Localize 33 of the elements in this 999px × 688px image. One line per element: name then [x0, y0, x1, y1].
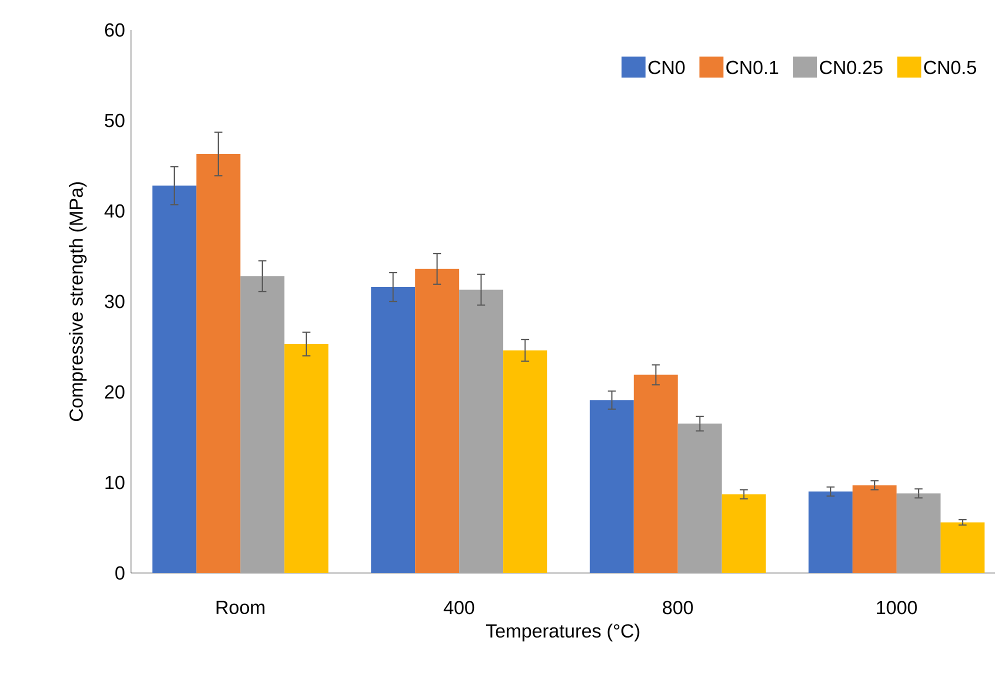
y-tick-label: 40 [104, 204, 124, 218]
x-tick-label: 400 [444, 600, 474, 614]
bar [634, 374, 678, 573]
bar [196, 154, 240, 573]
bar [459, 290, 504, 573]
bar [590, 400, 634, 573]
x-tick-label: Room [216, 600, 264, 614]
bar [808, 492, 853, 573]
y-tick-label: 60 [105, 23, 124, 37]
y-axis-title: Compressive strength (MPa) [68, 182, 87, 421]
bar [284, 344, 328, 573]
x-tick-label: 800 [662, 600, 693, 614]
y-tick-label: 10 [106, 476, 124, 490]
bar [896, 493, 941, 573]
y-tick-label: 20 [105, 385, 124, 399]
y-tick-label: 0 [115, 566, 124, 580]
bar [722, 494, 766, 573]
legend-label: CN0 [648, 60, 685, 74]
legend-label: CN0.25 [820, 60, 882, 74]
bar [940, 522, 985, 573]
bar [415, 268, 460, 573]
y-tick-label: 50 [104, 114, 124, 128]
bar [852, 485, 897, 573]
y-tick-label: 30 [104, 294, 124, 308]
bar [678, 424, 722, 573]
legend-label: CN0.1 [726, 60, 778, 74]
bar [371, 287, 416, 573]
x-axis-title: Temperatures (°C) [486, 624, 640, 642]
bar [503, 350, 548, 573]
bar [152, 186, 196, 573]
bar [240, 276, 284, 573]
legend-label: CN0.5 [924, 60, 976, 74]
x-tick-label: 1000 [876, 600, 917, 614]
